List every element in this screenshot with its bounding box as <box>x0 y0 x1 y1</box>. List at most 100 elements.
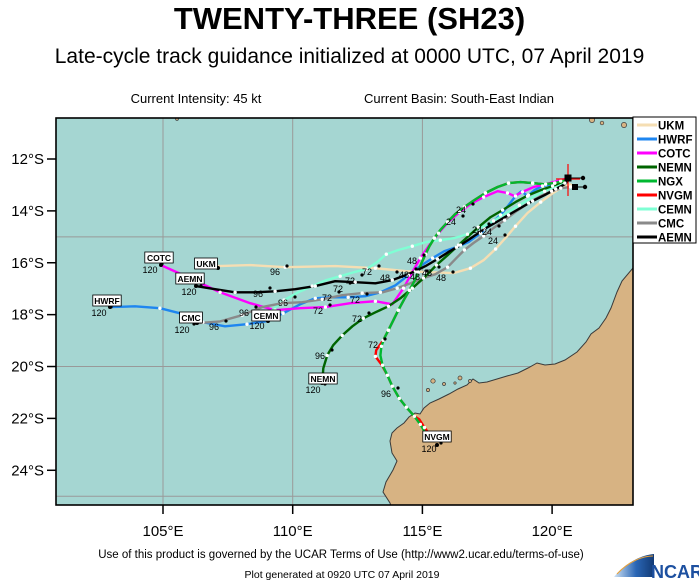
model-label: UKM <box>196 259 215 269</box>
hour-dot <box>487 222 491 226</box>
track-dot-12h <box>520 190 525 194</box>
track-end-dot <box>435 443 439 447</box>
track-dot-12h <box>432 236 436 240</box>
track-dot-12h <box>218 290 222 294</box>
hour-dot <box>199 284 203 288</box>
track-dot-12h <box>401 286 406 290</box>
hour-label: 120 <box>305 385 320 395</box>
model-label: CMC <box>181 313 200 323</box>
model-label: CEMN <box>253 311 278 321</box>
hour-label: 96 <box>278 298 288 308</box>
y-tick-label: 18°S <box>11 307 44 324</box>
model-label: AEMN <box>177 274 202 284</box>
hour-label: 96 <box>253 289 263 299</box>
track-dot-12h <box>554 187 558 191</box>
track-dot-12h <box>542 189 547 193</box>
track-dot-12h <box>465 232 470 236</box>
hour-dot <box>377 264 381 268</box>
initial-position-dot <box>580 175 586 181</box>
legend-label-hwrf: HWRF <box>658 135 693 147</box>
hour-label: 24 <box>482 227 492 237</box>
hour-label: 96 <box>381 389 391 399</box>
track-dot-12h <box>325 353 329 358</box>
page-title: TWENTY-THREE (SH23) <box>173 1 526 36</box>
track-dot-12h <box>346 295 350 299</box>
track-dot-12h <box>397 396 401 401</box>
track-end-dot <box>159 263 163 267</box>
track-dot-12h <box>233 290 237 294</box>
model-label-box <box>308 372 338 385</box>
model-label: HWRF <box>94 296 120 306</box>
subtitle: Late-cycle track guidance initialized at… <box>54 45 645 68</box>
hour-label: 120 <box>142 265 157 275</box>
hour-dot <box>330 348 334 352</box>
ncar-logo-text: NCAR <box>651 562 699 582</box>
hour-label: 120 <box>174 325 189 335</box>
model-label-box <box>194 257 218 270</box>
hour-label: 120 <box>91 308 106 318</box>
hour-label: 72 <box>362 267 372 277</box>
track-dot-12h <box>280 301 284 305</box>
legend-label-ngx: NGX <box>658 177 683 189</box>
hour-label: 120 <box>249 321 264 331</box>
hour-dot <box>365 292 369 296</box>
track-dot-12h <box>568 185 573 189</box>
hour-dot <box>422 253 426 257</box>
model-label-box <box>422 430 452 443</box>
track-dot-12h <box>404 405 408 409</box>
ncar-logo: NCAR <box>614 554 699 582</box>
model-label-box <box>92 294 122 307</box>
track-dot-12h <box>407 288 412 292</box>
track-dot-12h <box>493 247 498 251</box>
track-dot-12h <box>422 425 427 430</box>
track-dot-12h <box>457 210 462 214</box>
model-label-box <box>251 309 281 322</box>
hour-dot <box>337 290 341 294</box>
hour-label: 24 <box>446 217 456 227</box>
track-dot-12h <box>158 306 162 310</box>
legend-label-nvgm: NVGM <box>658 191 693 203</box>
track-dot-12h <box>412 414 417 418</box>
track-dot-12h <box>380 363 385 367</box>
track-dot-12h <box>550 184 555 188</box>
track-dot-12h <box>282 298 286 302</box>
initial-position-square <box>564 174 572 182</box>
model-label: COTC <box>147 253 171 263</box>
island <box>468 379 472 383</box>
track-dot-12h <box>435 257 440 261</box>
x-tick-label: 110°E <box>273 523 313 540</box>
y-tick-label: 24°S <box>11 462 44 479</box>
track-dot-12h <box>445 220 450 224</box>
hour-label: 72 <box>313 306 323 316</box>
hour-dot <box>425 269 429 273</box>
hour-label: 24 <box>472 225 482 235</box>
track-dot-12h <box>390 384 394 388</box>
y-tick-label: 16°S <box>11 255 44 272</box>
hour-dot <box>461 214 465 218</box>
track-dot-12h <box>559 179 563 183</box>
hour-dot <box>395 270 399 274</box>
hour-dot <box>383 337 387 341</box>
track-dot-12h <box>313 296 317 300</box>
island <box>621 122 627 128</box>
track-dot-12h <box>416 270 420 274</box>
track-dot-12h <box>361 316 365 320</box>
track-dot-12h <box>559 186 563 190</box>
hour-dot <box>348 281 352 285</box>
track-dot-12h <box>320 297 324 301</box>
track-dot-12h <box>476 225 481 229</box>
track-dot-12h <box>553 181 557 185</box>
track-dot-12h <box>513 194 518 198</box>
hour-dot <box>360 273 364 277</box>
island <box>599 120 605 126</box>
hour-label: 24 <box>488 236 498 246</box>
hour-label: 72 <box>322 293 332 303</box>
track-dot-12h <box>491 219 496 223</box>
track-dot-12h <box>395 286 399 290</box>
legend-label-nemn: NEMN <box>658 163 692 175</box>
track-dot-12h <box>310 284 314 288</box>
track-dot-12h <box>543 182 548 186</box>
track-dot-12h <box>526 193 531 197</box>
